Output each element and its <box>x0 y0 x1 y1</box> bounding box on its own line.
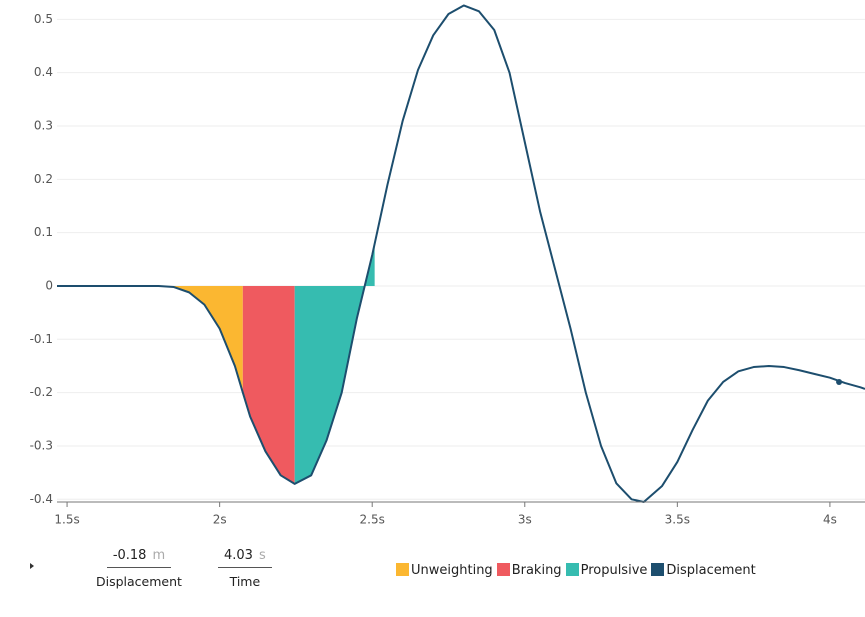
x-tick-label: 3s <box>518 513 532 527</box>
y-tick-label: 0.1 <box>34 225 53 239</box>
y-tick-label: -0.4 <box>30 492 53 506</box>
readout-value: -0.18 <box>112 548 147 563</box>
legend-entry: Displacement <box>651 563 756 578</box>
y-tick-label: 0.5 <box>34 12 53 26</box>
legend-swatch <box>651 563 665 576</box>
legend-entry: Propulsive <box>565 563 648 578</box>
readout-value: 4.03 <box>224 548 253 563</box>
legend-swatch <box>496 563 510 576</box>
readout-label: Time <box>229 574 261 589</box>
y-tick-label: 0.3 <box>34 118 53 132</box>
cursor-point <box>836 378 843 385</box>
y-tick-label: 0.2 <box>34 172 53 186</box>
readout-label: Displacement <box>96 574 182 589</box>
displacement-line <box>57 4 865 503</box>
y-tick-label: 0 <box>45 278 53 292</box>
x-tick-label: 2s <box>213 513 227 527</box>
chart: 0.5 0.4 0.3 0.2 0.1 0 -0.1 -0.2 -0.3 -0.41.5s 2s 2.… <box>30 4 865 527</box>
phase-area <box>294 243 375 484</box>
readout-unit: m <box>152 548 166 563</box>
legend-label: Braking <box>511 563 562 578</box>
phase-area <box>242 285 295 484</box>
legend-label: Unweighting <box>411 563 493 578</box>
displacement-readout: -0.18 m Displacement <box>96 548 182 589</box>
y-tick-label: 0.4 <box>34 65 53 79</box>
legend: Unweighting Braking Propulsive Displacement <box>396 563 756 578</box>
x-tick-label: 3.5s <box>665 513 690 527</box>
y-tick-label: -0.1 <box>30 332 53 346</box>
x-tick-label: 2.5s <box>360 513 385 527</box>
axes: 0.5 0.4 0.3 0.2 0.1 0 -0.1 -0.2 -0.3 -0.41.5s 2s 2.… <box>30 12 865 527</box>
expand-toggle[interactable] <box>28 561 38 571</box>
y-tick-label: -0.2 <box>30 385 53 399</box>
legend-swatch <box>396 563 409 576</box>
legend-entry: Braking <box>496 563 562 578</box>
plot <box>57 4 865 503</box>
time-readout: 4.03 s Time <box>218 548 272 589</box>
readout-unit: s <box>258 548 266 563</box>
legend-label: Propulsive <box>580 563 648 578</box>
legend-label: Displacement <box>666 563 756 578</box>
phase-area <box>158 285 243 393</box>
legend-swatch <box>565 563 579 576</box>
grid <box>57 18 865 500</box>
y-tick-label: -0.3 <box>30 438 53 452</box>
x-tick-label: 1.5s <box>54 513 79 527</box>
legend-entry: Unweighting <box>396 563 493 578</box>
x-tick-label: 4s <box>823 513 837 527</box>
